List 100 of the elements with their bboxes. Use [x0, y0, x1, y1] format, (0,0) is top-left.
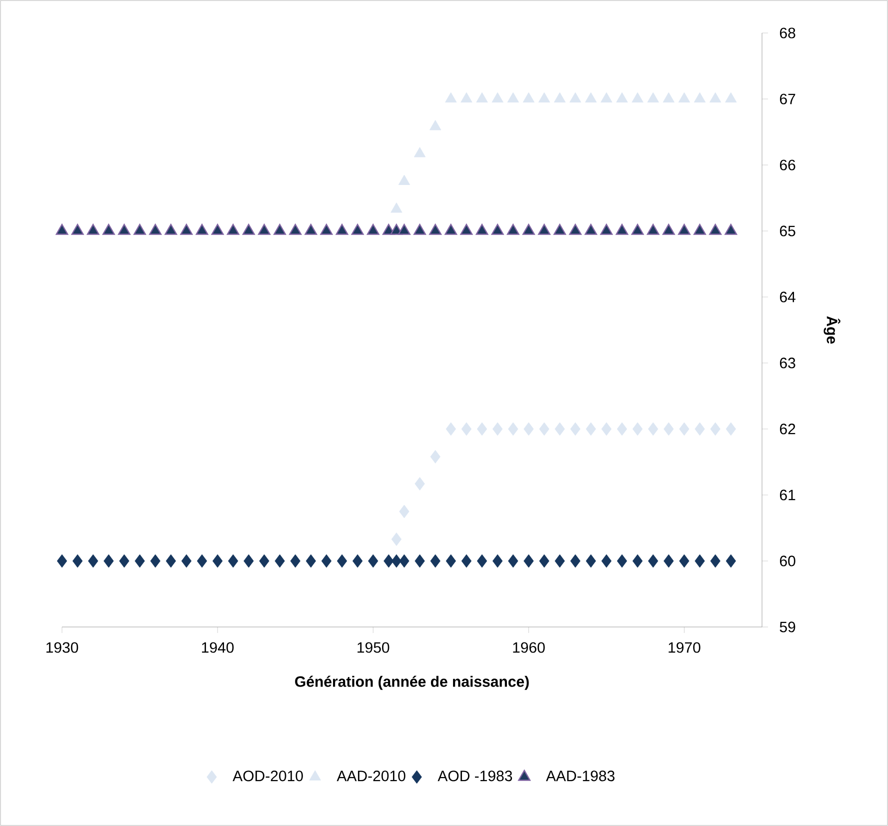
point [399, 504, 410, 518]
point [616, 422, 628, 436]
point [584, 224, 598, 235]
point [570, 554, 580, 568]
point [461, 554, 472, 568]
point [336, 224, 348, 235]
point [539, 554, 550, 568]
point [430, 120, 442, 130]
point [460, 92, 472, 102]
point [616, 92, 628, 102]
point [304, 224, 318, 235]
point [648, 422, 658, 436]
y-tick-label: 61 [780, 490, 796, 500]
point [244, 554, 254, 568]
point [429, 224, 442, 235]
point [570, 92, 582, 102]
point [164, 224, 178, 235]
point [336, 554, 348, 568]
point [445, 92, 457, 102]
point [181, 554, 192, 568]
point [104, 554, 114, 568]
point [134, 554, 145, 568]
point [398, 224, 410, 235]
point [274, 224, 286, 235]
point [86, 224, 100, 235]
y-tick-label: 59 [780, 622, 796, 632]
point [118, 224, 130, 235]
point [600, 224, 613, 235]
x-tick-label: 1970 [668, 642, 700, 653]
point [725, 92, 737, 102]
y-tick-label: 67 [780, 94, 796, 104]
point [522, 92, 535, 102]
point [399, 554, 410, 568]
y-axis-title: Âge [824, 316, 840, 344]
y-tick-label: 64 [780, 292, 796, 302]
point [430, 554, 440, 568]
point [569, 224, 582, 235]
point [600, 92, 612, 102]
point [352, 554, 363, 568]
point [211, 224, 224, 235]
point [212, 554, 223, 568]
point [351, 224, 364, 235]
point [601, 554, 612, 568]
point [476, 92, 488, 102]
x-tick-label: 1960 [513, 642, 545, 653]
point [384, 554, 394, 568]
point [56, 554, 68, 568]
point [414, 224, 426, 235]
x-axis-title: Génération (année de naissance) [295, 676, 529, 690]
point [508, 554, 518, 568]
point [320, 224, 333, 235]
point [538, 92, 550, 102]
point [258, 224, 270, 235]
point [430, 450, 440, 464]
point [631, 224, 644, 235]
point [554, 92, 566, 102]
point [119, 554, 130, 568]
point [524, 554, 534, 568]
point [88, 554, 98, 568]
point [662, 92, 675, 102]
point [414, 147, 426, 158]
point [632, 92, 644, 102]
point [134, 224, 146, 235]
point [710, 422, 720, 436]
point [570, 422, 580, 436]
point [476, 422, 488, 436]
point [180, 224, 193, 235]
y-tick-label: 62 [780, 424, 796, 434]
point [694, 92, 706, 102]
y-tick-label: 65 [780, 226, 796, 236]
y-tick-label: 63 [780, 358, 796, 368]
point [492, 554, 503, 568]
point [492, 92, 504, 102]
point [476, 554, 488, 568]
legend-label: AAD-1983 [546, 770, 614, 782]
point [524, 422, 534, 436]
point [586, 422, 596, 436]
point [554, 422, 565, 436]
point [710, 92, 722, 102]
point [726, 554, 736, 568]
point [446, 422, 456, 436]
point [391, 554, 402, 568]
legend-label: AOD -1983 [438, 770, 512, 782]
point [586, 554, 596, 568]
point [414, 554, 425, 568]
y-tick-label: 66 [780, 160, 796, 170]
point [461, 422, 472, 436]
point [71, 224, 84, 235]
point [616, 224, 628, 235]
point [507, 92, 519, 102]
point [554, 554, 565, 568]
point [391, 532, 402, 546]
point [522, 224, 535, 235]
point [56, 224, 68, 235]
point [150, 554, 160, 568]
point [585, 92, 597, 102]
point [724, 224, 738, 235]
legend-label: AOD-2010 [232, 770, 303, 782]
point [646, 224, 660, 235]
point [632, 554, 643, 568]
